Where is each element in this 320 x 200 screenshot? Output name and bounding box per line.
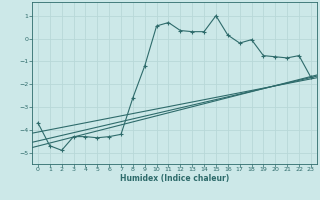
- X-axis label: Humidex (Indice chaleur): Humidex (Indice chaleur): [120, 174, 229, 183]
